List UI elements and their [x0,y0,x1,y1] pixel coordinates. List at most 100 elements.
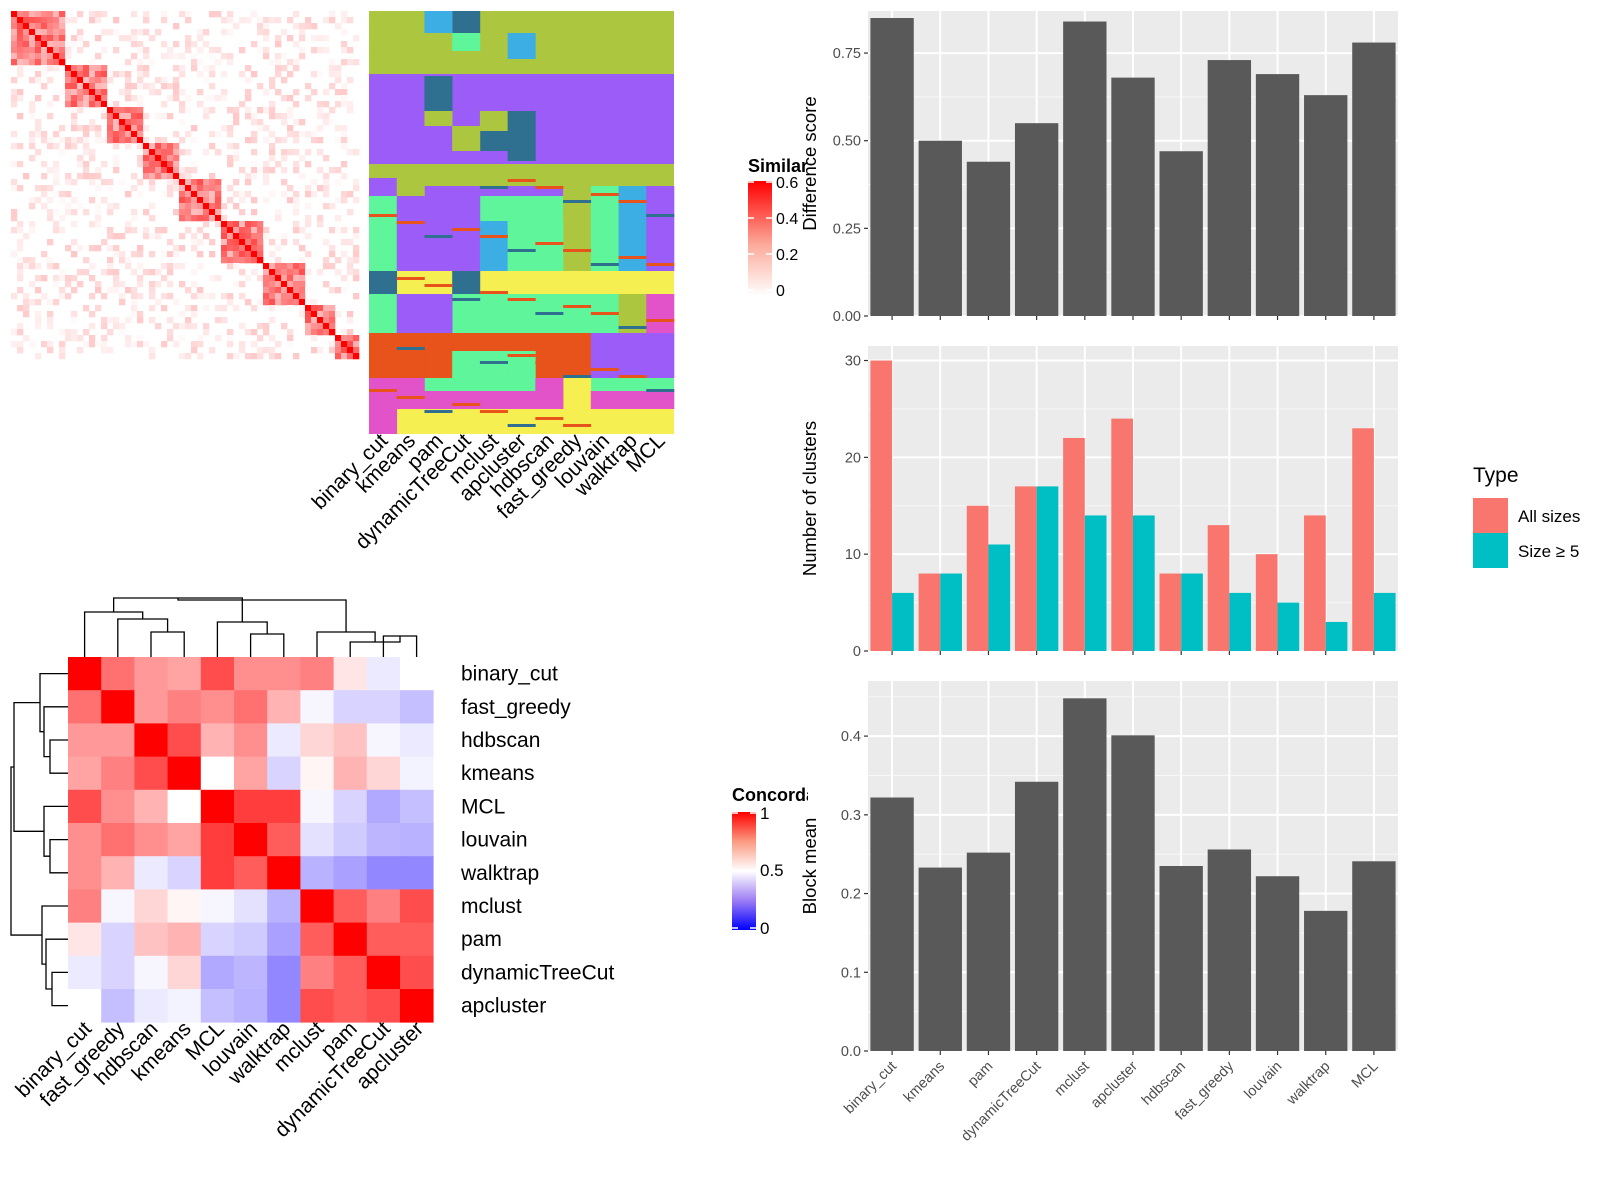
similarity-cell [185,191,192,198]
similarity-cell [191,233,198,240]
concordance-cell [167,955,202,990]
similarity-cell [89,95,96,102]
similarity-cell [89,125,96,132]
similarity-cell [305,149,312,156]
concordance-row-label: kmeans [461,762,535,785]
similarity-cell [197,227,204,234]
similarity-cell [131,119,138,126]
concordance-cell [234,856,268,890]
concordance-cell [267,690,301,724]
similarity-cell [161,143,168,150]
concordance-legend-ticks: 10.50 [732,804,784,938]
similarity-cell [245,257,252,264]
similarity-cell [329,323,336,330]
similarity-cell [227,239,234,246]
similarity-cell [239,323,246,330]
similarity-cell [203,77,210,84]
similarity-cell [323,173,330,180]
cluster-stripe [424,340,453,343]
similarity-cell [209,71,216,78]
similarity-cell [287,185,294,192]
similarity-cell [317,215,324,222]
similarity-cell [203,185,210,192]
similarity-cell [167,83,174,90]
y-tick-label: 0.0 [841,1044,861,1060]
concordance-row-label: binary_cut [461,663,558,686]
similarity-cell [131,251,138,258]
similarity-cell [335,341,342,348]
similarity-cell [59,215,66,222]
similarity-cell [203,209,210,216]
similarity-cell [53,23,60,30]
type-legend: Type All sizes Size ≥ 5 [1473,464,1580,568]
similarity-cell [293,239,300,246]
concordance-cell [200,823,235,857]
similarity-cell [341,29,348,36]
similarity-cell [275,269,282,276]
similarity-cell [179,185,186,192]
similarity-cell [47,47,54,54]
similarity-cell [41,53,48,60]
similarity-cell [17,59,24,66]
similarity-cell [131,311,138,318]
similarity-cell [59,341,66,348]
similarity-cell [155,149,162,156]
similarity-cell [11,341,18,348]
similarity-cell [11,131,18,138]
similarity-cell [107,227,114,234]
similarity-cell [47,347,54,354]
cluster-cell [479,351,508,378]
similarity-cell [11,47,18,54]
similarity-cell [179,209,186,216]
concordance-cell [267,756,301,791]
similarity-cell [113,143,120,150]
similarity-cell [65,53,72,60]
concordance-cell [300,989,334,1023]
similarity-cell [215,221,222,228]
similarity-cell [203,107,210,114]
similarity-cell [263,293,270,300]
similarity-cell [197,293,204,300]
similarity-cell [107,125,114,132]
similarity-cell [263,137,270,144]
similarity-cell [53,275,60,282]
similarity-cell [209,215,216,222]
similarity-cell [269,167,276,174]
concordance-cell [134,922,168,957]
similarity-cell [227,353,234,360]
similarity-cell [191,179,198,186]
similarity-cell [167,317,174,324]
similarity-cell [197,353,204,360]
similarity-cell [191,59,198,66]
bar-size-5-binary_cut [892,592,914,651]
bar-walktrap [1304,95,1348,316]
similarity-cell [17,47,24,54]
similarity-legend-title: Similarity [748,156,829,176]
similarity-cell [107,329,114,336]
similarity-cell [149,89,156,96]
similarity-cell [41,83,48,90]
similarity-cell [29,101,36,108]
similarity-cell [131,113,138,120]
similarity-cell [239,347,246,354]
similarity-cell [203,191,210,198]
similarity-cell [167,257,174,264]
similarity-cell [287,305,294,312]
similarity-cell [197,185,204,192]
bar-size-5-walktrap [1325,621,1348,651]
similarity-cell [191,53,198,60]
similarity-cell [71,317,78,324]
similarity-cell [317,221,324,228]
similarity-cell [251,257,258,264]
similarity-cell [59,287,66,294]
similarity-cell [233,227,240,234]
similarity-cell [83,167,90,174]
similarity-cell [131,287,138,294]
concordance-cell [200,856,235,890]
similarity-cell [59,227,66,234]
similarity-cell [197,209,204,216]
similarity-cell [203,113,210,120]
cluster-cell [424,76,453,111]
similarity-cell [227,29,234,36]
similarity-cell [209,191,216,198]
